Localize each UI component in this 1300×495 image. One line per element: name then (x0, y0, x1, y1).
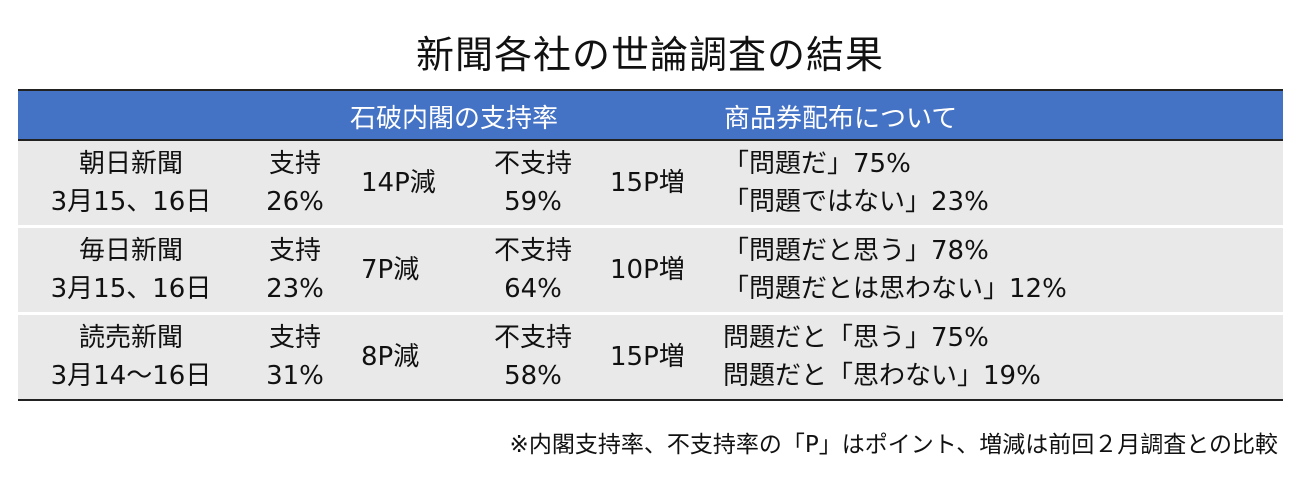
support-value: 23% (266, 274, 324, 304)
voucher-line-2: 「問題だとは思わない」12% (723, 274, 1067, 304)
nonsupport-change: 15P増 (610, 342, 685, 372)
paper-cell: 朝日新聞 3月15、16日 (26, 145, 236, 221)
support-cell: 支持 26% (254, 145, 336, 221)
voucher-cell: 「問題だ」75% 「問題ではない」23% (723, 145, 989, 221)
support-label: 支持 (268, 149, 321, 179)
table-row: 朝日新聞 3月15、16日 支持 26% 14P減 不支持 59% 15P増 「… (18, 141, 1283, 228)
paper-cell: 毎日新聞 3月15、16日 (26, 232, 236, 308)
nonsupport-change: 10P増 (610, 255, 685, 285)
nonsupport-cell: 不支持 58% (478, 319, 588, 395)
table-header: 石破内閣の支持率 商品券配布について (18, 91, 1283, 141)
support-cell: 支持 23% (254, 232, 336, 308)
voucher-line-2: 問題だと「思わない」19% (723, 361, 1041, 391)
support-change: 14P減 (361, 168, 436, 198)
header-voucher: 商品券配布について (724, 104, 958, 134)
table-row: 読売新聞 3月14～16日 支持 31% 8P減 不支持 58% 15P増 問題… (18, 315, 1283, 399)
paper-name: 朝日新聞 (78, 149, 183, 179)
support-value: 26% (266, 187, 324, 217)
nonsupport-cell: 不支持 64% (478, 232, 588, 308)
nonsupport-label: 不支持 (493, 236, 572, 266)
nonsupport-value: 59% (504, 187, 562, 217)
nonsupport-value: 58% (504, 361, 562, 391)
survey-date: 3月15、16日 (50, 274, 212, 304)
nonsupport-label: 不支持 (493, 149, 572, 179)
voucher-line-1: 「問題だと思う」78% (723, 236, 989, 266)
page-title: 新聞各社の世論調査の結果 (415, 33, 884, 77)
poll-table: 石破内閣の支持率 商品券配布について 朝日新聞 3月15、16日 支持 26% … (18, 89, 1283, 401)
voucher-cell: 「問題だと思う」78% 「問題だとは思わない」12% (723, 232, 1067, 308)
voucher-line-2: 「問題ではない」23% (723, 187, 989, 217)
paper-name: 読売新聞 (78, 323, 183, 353)
header-approval: 石破内閣の支持率 (350, 104, 559, 134)
support-cell: 支持 31% (254, 319, 336, 395)
survey-date: 3月14～16日 (50, 361, 212, 391)
paper-cell: 読売新聞 3月14～16日 (26, 319, 236, 395)
support-label: 支持 (268, 323, 321, 353)
voucher-line-1: 「問題だ」75% (723, 149, 911, 179)
voucher-cell: 問題だと「思う」75% 問題だと「思わない」19% (723, 319, 1041, 395)
footnote: ※内閣支持率、不支持率の「P」はポイント、増減は前回２月調査との比較 (509, 432, 1278, 458)
support-change: 7P減 (361, 255, 420, 285)
table-row: 毎日新聞 3月15、16日 支持 23% 7P減 不支持 64% 10P増 「問… (18, 228, 1283, 315)
paper-name: 毎日新聞 (78, 236, 183, 266)
nonsupport-cell: 不支持 59% (478, 145, 588, 221)
support-change: 8P減 (361, 342, 420, 372)
voucher-line-1: 問題だと「思う」75% (723, 323, 989, 353)
support-value: 31% (266, 361, 324, 391)
nonsupport-label: 不支持 (493, 323, 572, 353)
survey-date: 3月15、16日 (50, 187, 212, 217)
support-label: 支持 (268, 236, 321, 266)
nonsupport-change: 15P増 (610, 168, 685, 198)
nonsupport-value: 64% (504, 274, 562, 304)
